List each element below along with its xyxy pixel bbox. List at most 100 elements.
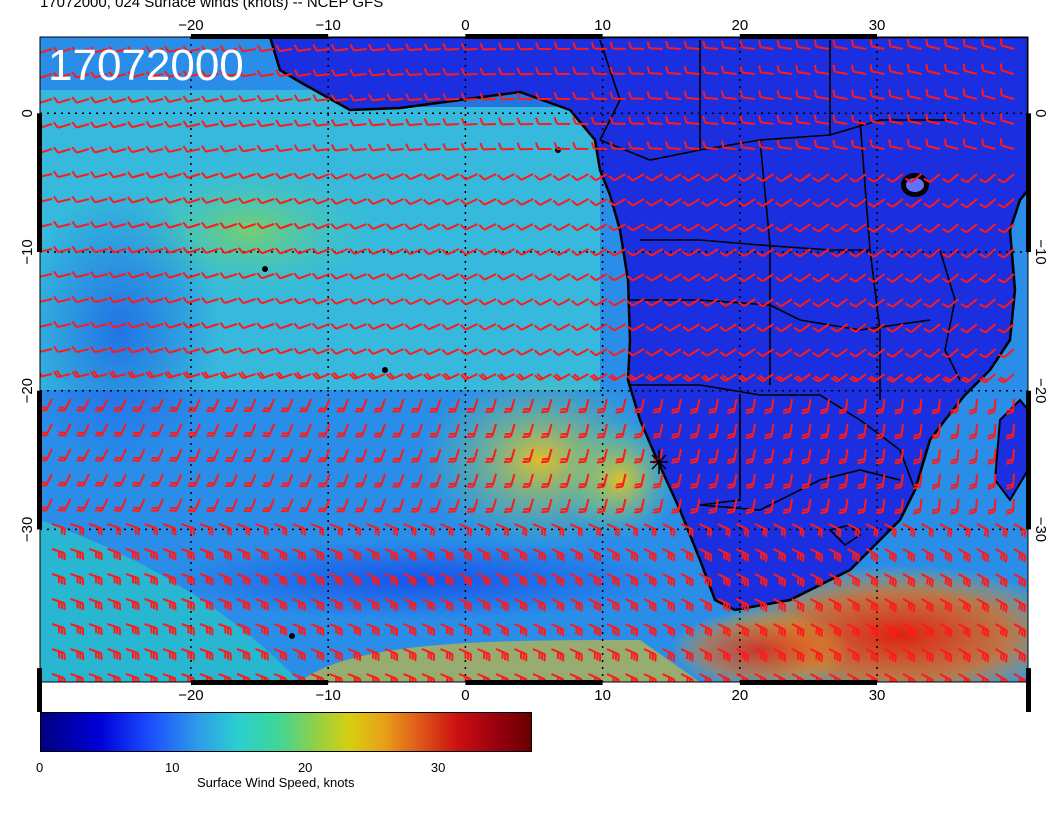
wind-barb bbox=[90, 320, 108, 329]
wind-barb bbox=[385, 323, 404, 331]
wind-barb bbox=[737, 273, 756, 282]
wind-barb bbox=[776, 40, 793, 50]
wind-barb bbox=[125, 548, 140, 561]
wind-barb bbox=[702, 115, 719, 125]
wind-barb bbox=[700, 223, 719, 232]
wind-barb bbox=[127, 145, 145, 154]
wind-barb bbox=[888, 114, 904, 125]
wind-barb bbox=[108, 321, 127, 329]
wind-barb bbox=[40, 98, 53, 104]
wind-barb bbox=[163, 370, 182, 379]
wind-barb bbox=[429, 448, 442, 463]
wind-barb bbox=[182, 171, 201, 179]
wind-barb bbox=[367, 298, 386, 305]
wind-barb bbox=[385, 273, 404, 281]
wind-barb bbox=[764, 473, 775, 490]
wind-barb bbox=[127, 370, 145, 379]
wind-barb bbox=[921, 623, 934, 638]
wind-barb bbox=[330, 94, 349, 102]
wind-barb bbox=[88, 623, 103, 636]
wind-barb bbox=[906, 114, 922, 125]
wind-barb bbox=[625, 623, 639, 637]
wind-barb bbox=[596, 473, 608, 489]
wind-barb bbox=[421, 673, 436, 682]
wind-barb bbox=[293, 297, 312, 305]
wind-barb bbox=[94, 448, 109, 462]
wind-barb bbox=[421, 598, 436, 611]
wind-barb bbox=[894, 473, 904, 490]
wind-barb bbox=[422, 198, 441, 206]
wind-barb bbox=[774, 373, 793, 383]
wind-barb bbox=[884, 648, 897, 663]
wind-barb bbox=[608, 273, 626, 282]
wind-barb bbox=[384, 598, 399, 611]
wind-barb bbox=[886, 323, 904, 333]
wind-barb bbox=[127, 70, 145, 79]
wind-barb bbox=[849, 223, 867, 233]
wind-barb bbox=[551, 623, 565, 637]
wind-barb bbox=[225, 448, 238, 463]
wind-barb bbox=[404, 173, 423, 181]
wind-barb bbox=[1006, 398, 1015, 415]
wind-barb bbox=[522, 448, 534, 464]
wind-barb bbox=[626, 323, 645, 332]
wind-barb bbox=[485, 448, 497, 463]
wind-barb bbox=[311, 297, 330, 305]
wind-barb bbox=[367, 372, 386, 380]
wind-barb bbox=[70, 598, 85, 611]
wind-barb bbox=[127, 346, 145, 354]
wind-barb bbox=[404, 323, 423, 331]
wind-barb bbox=[736, 573, 750, 587]
wind-barb bbox=[107, 523, 122, 536]
wind-barb bbox=[144, 573, 158, 586]
wind-barb bbox=[534, 323, 552, 331]
wind-barb bbox=[516, 142, 534, 151]
wind-barb bbox=[663, 273, 682, 282]
wind-barb bbox=[745, 498, 756, 515]
wind-barb bbox=[923, 373, 941, 384]
wind-barb bbox=[386, 68, 404, 77]
wind-barb bbox=[904, 298, 923, 308]
wind-barb bbox=[987, 398, 997, 415]
wind-barb bbox=[182, 321, 201, 329]
wind-barb bbox=[225, 423, 238, 438]
wind-barb bbox=[466, 448, 479, 463]
wind-barb bbox=[832, 139, 848, 150]
wind-barb bbox=[329, 548, 343, 561]
wind-barb bbox=[978, 348, 997, 359]
wind-barb bbox=[440, 623, 454, 637]
wind-barb bbox=[200, 171, 219, 179]
wind-barb bbox=[262, 473, 275, 488]
wind-barb bbox=[923, 323, 941, 334]
wind-barb bbox=[606, 623, 620, 637]
wind-barb bbox=[849, 198, 867, 208]
frame-bar bbox=[37, 390, 42, 530]
wind-barb bbox=[145, 70, 164, 79]
wind-barb bbox=[995, 598, 1008, 613]
wind-barb bbox=[596, 398, 608, 414]
wind-barb bbox=[912, 498, 923, 515]
wind-barb bbox=[726, 448, 738, 464]
wind-barb bbox=[423, 68, 441, 76]
wind-barb bbox=[912, 448, 923, 465]
wind-barb bbox=[541, 498, 553, 514]
wind-barb bbox=[851, 64, 867, 75]
wind-barb bbox=[113, 423, 127, 437]
wind-barb bbox=[422, 323, 441, 331]
wind-barb bbox=[662, 548, 676, 562]
wind-barb bbox=[886, 298, 904, 308]
wind-barb bbox=[421, 623, 436, 636]
wind-barb bbox=[590, 41, 608, 50]
wind-barb bbox=[764, 448, 775, 465]
wind-barb bbox=[441, 298, 460, 306]
wind-barb bbox=[164, 95, 182, 103]
wind-barb bbox=[626, 348, 645, 357]
wind-barb bbox=[495, 573, 509, 587]
wind-barb bbox=[311, 172, 330, 180]
wind-barb bbox=[739, 90, 756, 100]
wind-barb bbox=[700, 373, 719, 382]
wind-barb bbox=[572, 116, 589, 125]
frame-bar bbox=[465, 680, 603, 685]
wind-barb bbox=[849, 273, 867, 283]
wind-barb bbox=[442, 92, 460, 101]
